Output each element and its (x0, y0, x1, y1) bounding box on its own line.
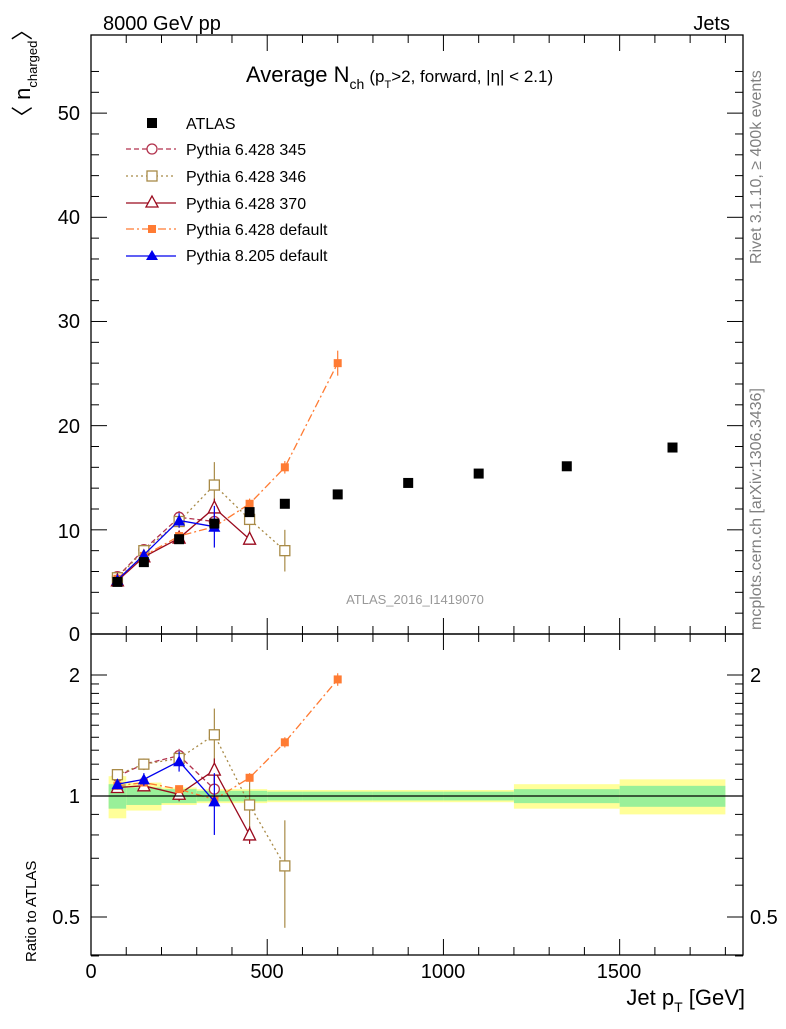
header-energy: 8000 GeV pp (103, 13, 221, 35)
series-line-ratio (117, 733, 286, 867)
ratio-y-tick-labels-right: 0.5 2 (750, 665, 778, 929)
data-point (245, 499, 254, 508)
x-tick-labels: 0 500 1000 1500 (85, 961, 641, 983)
ratio-point (138, 758, 150, 770)
ratio-tick-label: 0.5 (52, 907, 80, 929)
series-line-ratio (117, 679, 339, 801)
atlas-point (174, 534, 185, 545)
legend-marker-p8-default (146, 250, 158, 260)
legend-marker-atlas (147, 118, 157, 128)
ratio-point (242, 826, 257, 841)
series-line-main (116, 519, 215, 581)
ratio-point (245, 773, 254, 782)
atlas-data (112, 442, 678, 587)
ratio-y-tick-labels-left: 0.5 1 2 (52, 665, 80, 929)
ratio-point (137, 773, 150, 785)
y-tick-label: 10 (58, 521, 80, 543)
atlas-point (667, 442, 678, 453)
header-process: Jets (693, 13, 730, 35)
data-point (242, 530, 257, 545)
x-axis-label: Jet pT [GeV] (626, 985, 745, 1015)
series-line-main (117, 362, 339, 580)
series-layer (110, 350, 678, 928)
ratio-point (243, 799, 256, 811)
legend-entry-345: Pythia 6.428 345 (126, 142, 306, 159)
legend-entry-p6-default: Pythia 6.428 default (126, 222, 328, 239)
legend-label: Pythia 6.428 370 (186, 196, 306, 213)
legend: ATLAS Pythia 6.428 345 Pythia 6.428 346 … (126, 116, 328, 265)
legend-label: Pythia 6.428 346 (186, 169, 306, 186)
legend-marker-345 (146, 143, 158, 155)
x-tick-label: 1500 (597, 961, 642, 983)
atlas-point (244, 507, 255, 518)
data-point (333, 359, 342, 368)
ratio-point (208, 795, 221, 807)
ratio-point (279, 860, 291, 872)
ratio-tick-label: 2 (750, 665, 761, 687)
series-3 (113, 350, 342, 804)
ratio-point (333, 675, 342, 684)
main-y-tick-labels: 0 10 20 30 40 50 (58, 103, 80, 646)
analysis-watermark: ATLAS_2016_I1419070 (346, 592, 484, 607)
data-point (208, 479, 221, 491)
ratio-uncertainty-band (108, 776, 726, 819)
atlas-point (561, 461, 572, 472)
data-point (173, 514, 186, 526)
legend-label: Pythia 6.428 345 (186, 142, 306, 159)
legend-label: Pythia 8.205 default (186, 248, 328, 265)
ratio-tick-label: 2 (69, 665, 80, 687)
y-tick-label: 30 (58, 311, 80, 333)
legend-entry-370: Pythia 6.428 370 (126, 194, 306, 213)
ratio-point (280, 738, 289, 747)
y-tick-label: 50 (58, 103, 80, 125)
legend-marker-370 (144, 194, 160, 208)
data-point (280, 463, 289, 472)
atlas-point (403, 477, 414, 488)
x-tick-label: 500 (250, 961, 283, 983)
x-tick-label: 0 (85, 961, 96, 983)
axis-ticks (90, 35, 743, 957)
legend-entry-atlas: ATLAS (147, 116, 236, 133)
rivet-label: Rivet 3.1.10, ≥ 400k events (748, 70, 765, 264)
series-line-main (116, 516, 215, 578)
ratio-y-axis-label: Ratio to ATLAS (23, 861, 40, 962)
ratio-point (208, 729, 221, 741)
legend-entry-p8-default: Pythia 8.205 default (126, 248, 328, 265)
atlas-point (473, 468, 484, 479)
legend-label: ATLAS (186, 116, 236, 133)
atlas-point (332, 489, 343, 500)
atlas-point (209, 518, 220, 529)
ratio-plot-frame (90, 633, 744, 956)
series-1 (111, 462, 291, 928)
data-point (137, 548, 150, 560)
mcplots-label: mcplots.cern.ch [arXiv:1306.3436] (748, 388, 765, 630)
main-y-axis-label: 〈 ncharged〉 (10, 19, 40, 128)
ratio-tick-label: 1 (69, 786, 80, 808)
atlas-point (112, 576, 123, 587)
ratio-point (111, 778, 124, 790)
atlas-point (138, 557, 149, 568)
legend-marker-346 (146, 170, 158, 182)
ratio-point (175, 785, 184, 794)
legend-label: Pythia 6.428 default (186, 222, 328, 239)
series-line-ratio (117, 760, 215, 802)
y-tick-label: 0 (69, 624, 80, 646)
ratio-point (111, 769, 124, 781)
ratio-point (173, 755, 186, 767)
legend-marker-p6-default (148, 225, 156, 233)
y-tick-label: 20 (58, 416, 80, 438)
chart-title: Average Nch (pT>2, forward, |η| < 2.1) (246, 62, 553, 92)
ratio-tick-label: 0.5 (750, 907, 778, 929)
y-tick-label: 40 (58, 207, 80, 229)
x-tick-label: 1000 (421, 961, 466, 983)
series-0 (111, 511, 221, 804)
legend-entry-346: Pythia 6.428 346 (126, 169, 306, 186)
series-line-ratio (117, 754, 215, 790)
atlas-point (279, 498, 290, 509)
data-point (279, 545, 291, 557)
series-4 (111, 505, 221, 835)
